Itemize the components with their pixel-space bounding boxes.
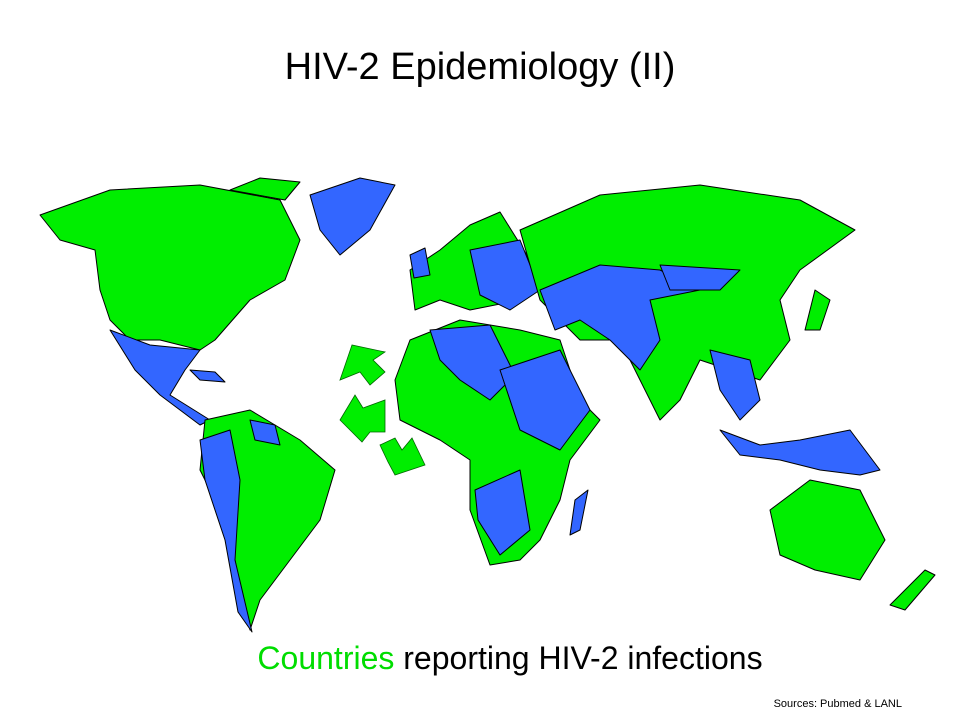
source-note: Sources: Pubmed & LANL bbox=[773, 698, 902, 710]
arrow bbox=[379, 437, 426, 476]
region bbox=[474, 469, 531, 556]
region bbox=[189, 369, 226, 383]
region bbox=[109, 329, 211, 426]
region bbox=[889, 569, 936, 611]
caption: Countries reporting HIV-2 infections bbox=[0, 640, 960, 677]
arrow bbox=[339, 394, 386, 443]
region bbox=[309, 177, 396, 256]
region bbox=[709, 349, 761, 421]
arrow bbox=[339, 344, 387, 386]
region bbox=[769, 479, 886, 581]
caption-rest: reporting HIV-2 infections bbox=[403, 640, 763, 676]
region bbox=[519, 184, 856, 421]
region bbox=[719, 429, 881, 476]
region bbox=[539, 264, 701, 371]
region bbox=[39, 184, 301, 351]
region bbox=[569, 489, 589, 536]
region bbox=[429, 324, 516, 401]
region bbox=[659, 264, 741, 291]
region bbox=[499, 349, 591, 451]
caption-highlight: Countries bbox=[257, 640, 395, 676]
slide-title: HIV-2 Epidemiology (II) bbox=[284, 46, 676, 88]
region bbox=[409, 247, 431, 279]
region bbox=[804, 289, 831, 331]
region bbox=[229, 177, 301, 201]
region bbox=[199, 429, 253, 633]
region bbox=[469, 239, 541, 311]
region bbox=[249, 419, 281, 446]
